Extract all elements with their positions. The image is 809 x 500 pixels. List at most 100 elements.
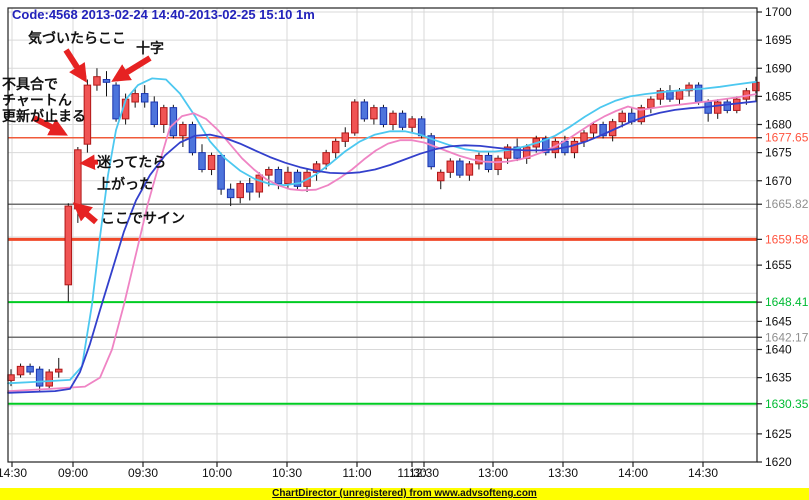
candle-down <box>293 171 302 187</box>
chartdirector-banner-link[interactable]: ChartDirector (unregistered) from www.ad… <box>272 488 537 499</box>
svg-text:1648.418: 1648.418 <box>765 295 809 309</box>
svg-text:1642.175: 1642.175 <box>765 330 809 344</box>
svg-text:1670: 1670 <box>765 174 792 188</box>
candle-down <box>360 101 369 120</box>
annotation-text-3: 不具合で チャートん 更新が止まる <box>2 76 86 124</box>
axes <box>7 7 762 467</box>
candle-down <box>694 84 703 103</box>
svg-text:11:30: 11:30 <box>397 466 426 480</box>
candle-up <box>16 365 25 376</box>
candle-up <box>45 371 53 387</box>
svg-text:1659.581: 1659.581 <box>765 232 809 246</box>
candle-up <box>312 163 321 173</box>
candle-down <box>226 188 235 199</box>
candle-up <box>733 98 741 111</box>
marker-lines <box>8 136 757 405</box>
annotation-arrow <box>72 202 98 225</box>
candle-up <box>389 112 397 125</box>
candle-up <box>618 112 626 123</box>
svg-text:09:30: 09:30 <box>128 466 158 480</box>
svg-text:12:30: 12:30 <box>409 466 439 480</box>
candle-down <box>513 146 521 159</box>
svg-text:14:00: 14:00 <box>618 466 648 480</box>
annotation-arrow <box>32 115 68 136</box>
svg-text:1685: 1685 <box>765 89 792 103</box>
candle-up <box>331 140 340 154</box>
candle-up <box>589 124 598 134</box>
annotation-arrow <box>63 48 88 83</box>
svg-text:1640: 1640 <box>765 343 792 357</box>
candle-up <box>637 107 646 123</box>
candle-up <box>64 205 73 286</box>
svg-text:09:00: 09:00 <box>58 466 88 480</box>
candle-up <box>284 171 292 185</box>
candle-down <box>274 169 283 185</box>
y-axis-labels: 1700 1695 1690 1685 1680 1675 1670 1655 1645 1640… <box>765 5 809 469</box>
candle-up <box>160 107 168 125</box>
candle-up <box>370 107 378 120</box>
svg-text:10:30: 10:30 <box>272 466 302 480</box>
gridlines <box>8 8 757 462</box>
svg-text:14:30: 14:30 <box>688 466 718 480</box>
annotation-arrow <box>111 55 152 82</box>
candle-down <box>217 154 225 190</box>
svg-text:1675: 1675 <box>765 146 792 160</box>
candle-up <box>494 157 502 170</box>
candle-down <box>417 118 426 137</box>
candle-down <box>140 93 149 103</box>
candle-down <box>246 183 254 193</box>
candle-down <box>112 84 120 120</box>
candle-up <box>265 169 273 176</box>
annotation-text-4: 迷ってたら 上がった <box>97 154 167 192</box>
candle-up <box>408 118 416 128</box>
candle-up <box>351 101 359 134</box>
annotation-text-1: 気づいたらここ <box>28 30 126 46</box>
candle-up <box>236 183 244 199</box>
candle-down <box>102 79 111 83</box>
candle-up <box>179 124 187 137</box>
candle-up <box>752 81 760 92</box>
svg-text:1635: 1635 <box>765 371 792 385</box>
candle-up <box>55 368 63 373</box>
candle-up <box>207 154 216 170</box>
annotation-text-5: ここでサイン <box>101 210 185 226</box>
annotation-arrows <box>32 48 152 225</box>
svg-text:1700: 1700 <box>765 5 792 19</box>
svg-text:1680: 1680 <box>765 118 792 132</box>
candle-up <box>465 163 474 176</box>
slow-ma-line <box>7 100 757 394</box>
candlestick-chart: 1700 1695 1690 1685 1680 1675 1670 1655 1645 1640… <box>0 5 809 480</box>
svg-text:1665.825: 1665.825 <box>765 197 809 211</box>
svg-text:1690: 1690 <box>765 61 792 75</box>
x-axis-labels: 14:30 09:00 09:30 10:00 10:30 11:00 11:3012:30… <box>0 466 718 480</box>
candle-up <box>131 93 139 103</box>
candle-up <box>74 149 82 210</box>
candle-down <box>150 101 158 125</box>
candle-up <box>93 76 101 86</box>
candle-up <box>83 84 92 145</box>
fast-ma-line <box>7 77 757 385</box>
svg-text:1677.65: 1677.65 <box>765 131 809 145</box>
candle-up <box>580 132 588 142</box>
candle-up <box>446 160 455 173</box>
svg-text:10:00: 10:00 <box>202 466 232 480</box>
candle-down <box>379 107 388 125</box>
svg-text:1630.35: 1630.35 <box>765 397 809 411</box>
candle-up <box>437 171 445 182</box>
candle-down <box>198 152 206 170</box>
candle-down <box>398 112 407 128</box>
candle-up <box>503 146 512 159</box>
svg-text:1695: 1695 <box>765 33 792 47</box>
svg-text:1655: 1655 <box>765 258 792 272</box>
candle-up <box>675 90 684 100</box>
svg-text:11:00: 11:00 <box>342 466 371 480</box>
candle-down <box>35 368 44 387</box>
candle-down <box>723 101 731 111</box>
chart-title: Code:4568 2013-02-24 14:40-2013-02-25 15… <box>12 7 315 22</box>
svg-text:1645: 1645 <box>765 314 792 328</box>
candle-down <box>456 160 464 176</box>
svg-text:1625: 1625 <box>765 427 792 441</box>
annotation-text-2: 十字 <box>136 40 164 56</box>
candle-up <box>713 101 722 114</box>
